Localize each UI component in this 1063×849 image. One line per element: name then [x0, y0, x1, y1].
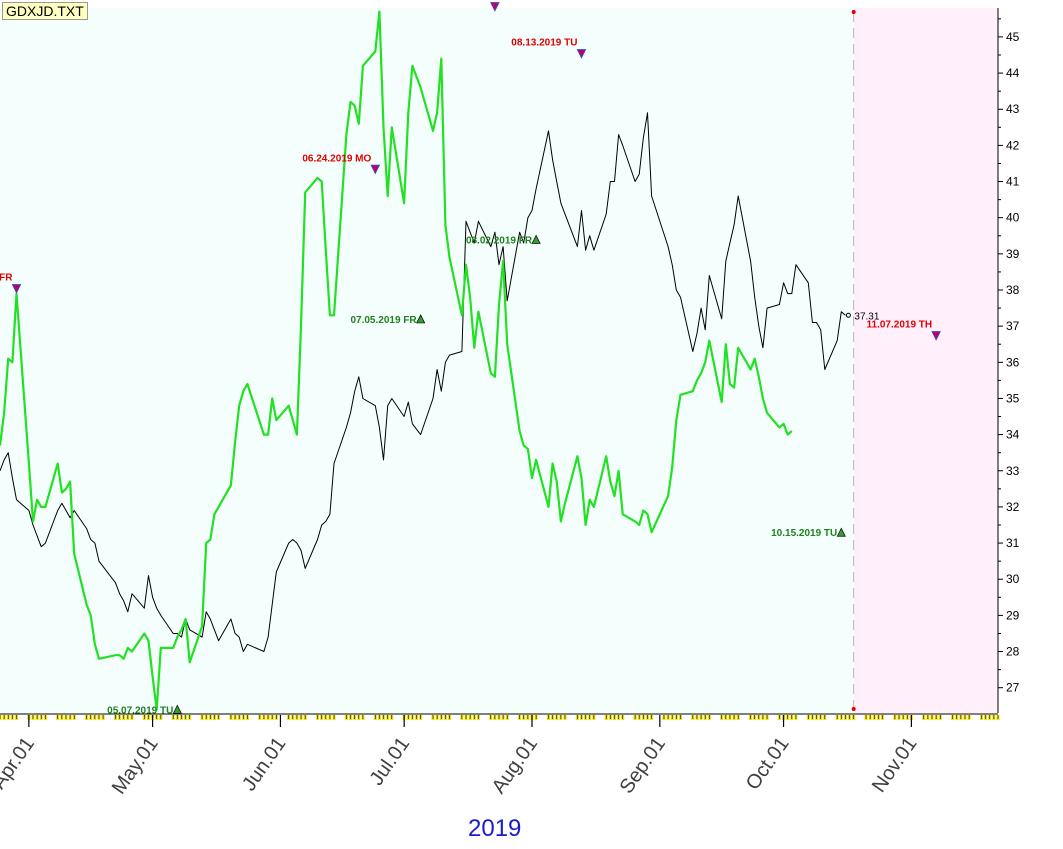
x-tick-label: Aug.01 — [488, 733, 542, 798]
x-axis-year-label: 2019 — [468, 815, 522, 842]
x-tick-label: Oct.01 — [742, 733, 794, 794]
high-date-label: 06.24.2019 MO — [302, 153, 371, 164]
past-region-background — [0, 8, 854, 713]
low-date-label: 08.02.2019 FR — [466, 235, 533, 246]
high-marker — [490, 2, 500, 12]
y-tick-label: 38 — [1006, 283, 1020, 297]
future-region-background — [853, 8, 998, 713]
x-tick-label: Nov.01 — [868, 733, 922, 796]
y-tick-label: 44 — [1006, 66, 1020, 80]
divider-bottom-marker — [851, 707, 856, 711]
annotation-layer: 19 FR 05.07.2019 TU 06.24.2019 MO 07.05.201… — [0, 0, 941, 716]
x-day-tick — [0, 715, 2, 720]
last-price-label: 37.31 — [854, 311, 879, 322]
y-tick-label: 41 — [1006, 175, 1020, 189]
x-tick-label: Sep.01 — [616, 733, 670, 798]
y-tick-label: 32 — [1006, 500, 1020, 514]
forecast-series-line — [0, 10, 793, 711]
y-tick-label: 34 — [1006, 428, 1020, 442]
y-tick-label: 39 — [1006, 247, 1020, 261]
y-tick-label: 35 — [1006, 391, 1020, 405]
low-date-label: 10.15.2019 TU — [771, 528, 837, 539]
y-tick-label: 27 — [1006, 681, 1020, 695]
y-tick-label: 42 — [1006, 138, 1020, 152]
high-marker — [11, 284, 22, 294]
y-tick-label: 40 — [1006, 211, 1020, 225]
low-date-label: 05.07.2019 TU — [107, 705, 173, 716]
x-tick-label: Jun.01 — [238, 733, 290, 795]
high-date-label: 19 FR — [0, 273, 13, 284]
chart-title: GDXJD.TXT — [2, 2, 88, 20]
y-tick-label: 43 — [1006, 102, 1020, 116]
series-layer: 37.31 — [0, 10, 880, 711]
y-tick-label: 29 — [1006, 608, 1020, 622]
low-marker — [172, 704, 182, 714]
x-axis: Apr.01 May.01 Jun.01 Jul.01 Aug.01 Sep.01 Oct.… — [0, 713, 1000, 798]
price-series-line — [0, 112, 846, 652]
last-price-marker — [845, 312, 851, 318]
y-tick-label: 37 — [1006, 319, 1020, 333]
y-tick-label: 28 — [1006, 645, 1020, 659]
y-tick-label: 45 — [1006, 30, 1020, 44]
low-date-label: 07.05.2019 FR — [350, 315, 417, 326]
high-date-label: 07.23.2019 TU — [425, 0, 491, 2]
high-marker — [576, 49, 587, 59]
x-tick-label: Apr.01 — [0, 733, 39, 793]
high-marker — [931, 331, 941, 341]
y-tick-label: 31 — [1006, 536, 1020, 550]
low-marker — [531, 234, 541, 244]
high-date-label: 11.07.2019 TH — [867, 320, 933, 331]
y-axis: 27 28 29 30 31 32 33 34 35 36 37 38 39 40 41 42 43 44 45 — [997, 8, 1020, 713]
low-marker — [836, 527, 846, 537]
high-date-label: 08.13.2019 TU — [511, 38, 577, 49]
high-marker — [370, 164, 381, 175]
y-tick-label: 30 — [1006, 572, 1020, 586]
x-tick-label: Jul.01 — [366, 733, 415, 789]
x-tick-label: May.01 — [108, 733, 163, 798]
y-tick-label: 36 — [1006, 355, 1020, 369]
low-marker — [416, 314, 426, 324]
y-tick-label: 33 — [1006, 464, 1020, 478]
divider-top-marker — [851, 10, 856, 14]
